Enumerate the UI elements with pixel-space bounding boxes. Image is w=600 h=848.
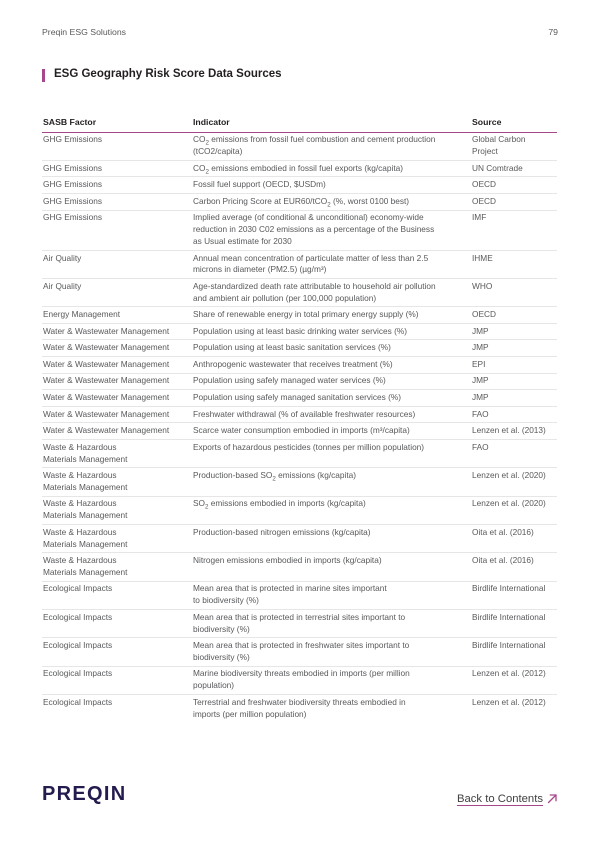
svg-text:PREQIN: PREQIN xyxy=(42,783,126,805)
